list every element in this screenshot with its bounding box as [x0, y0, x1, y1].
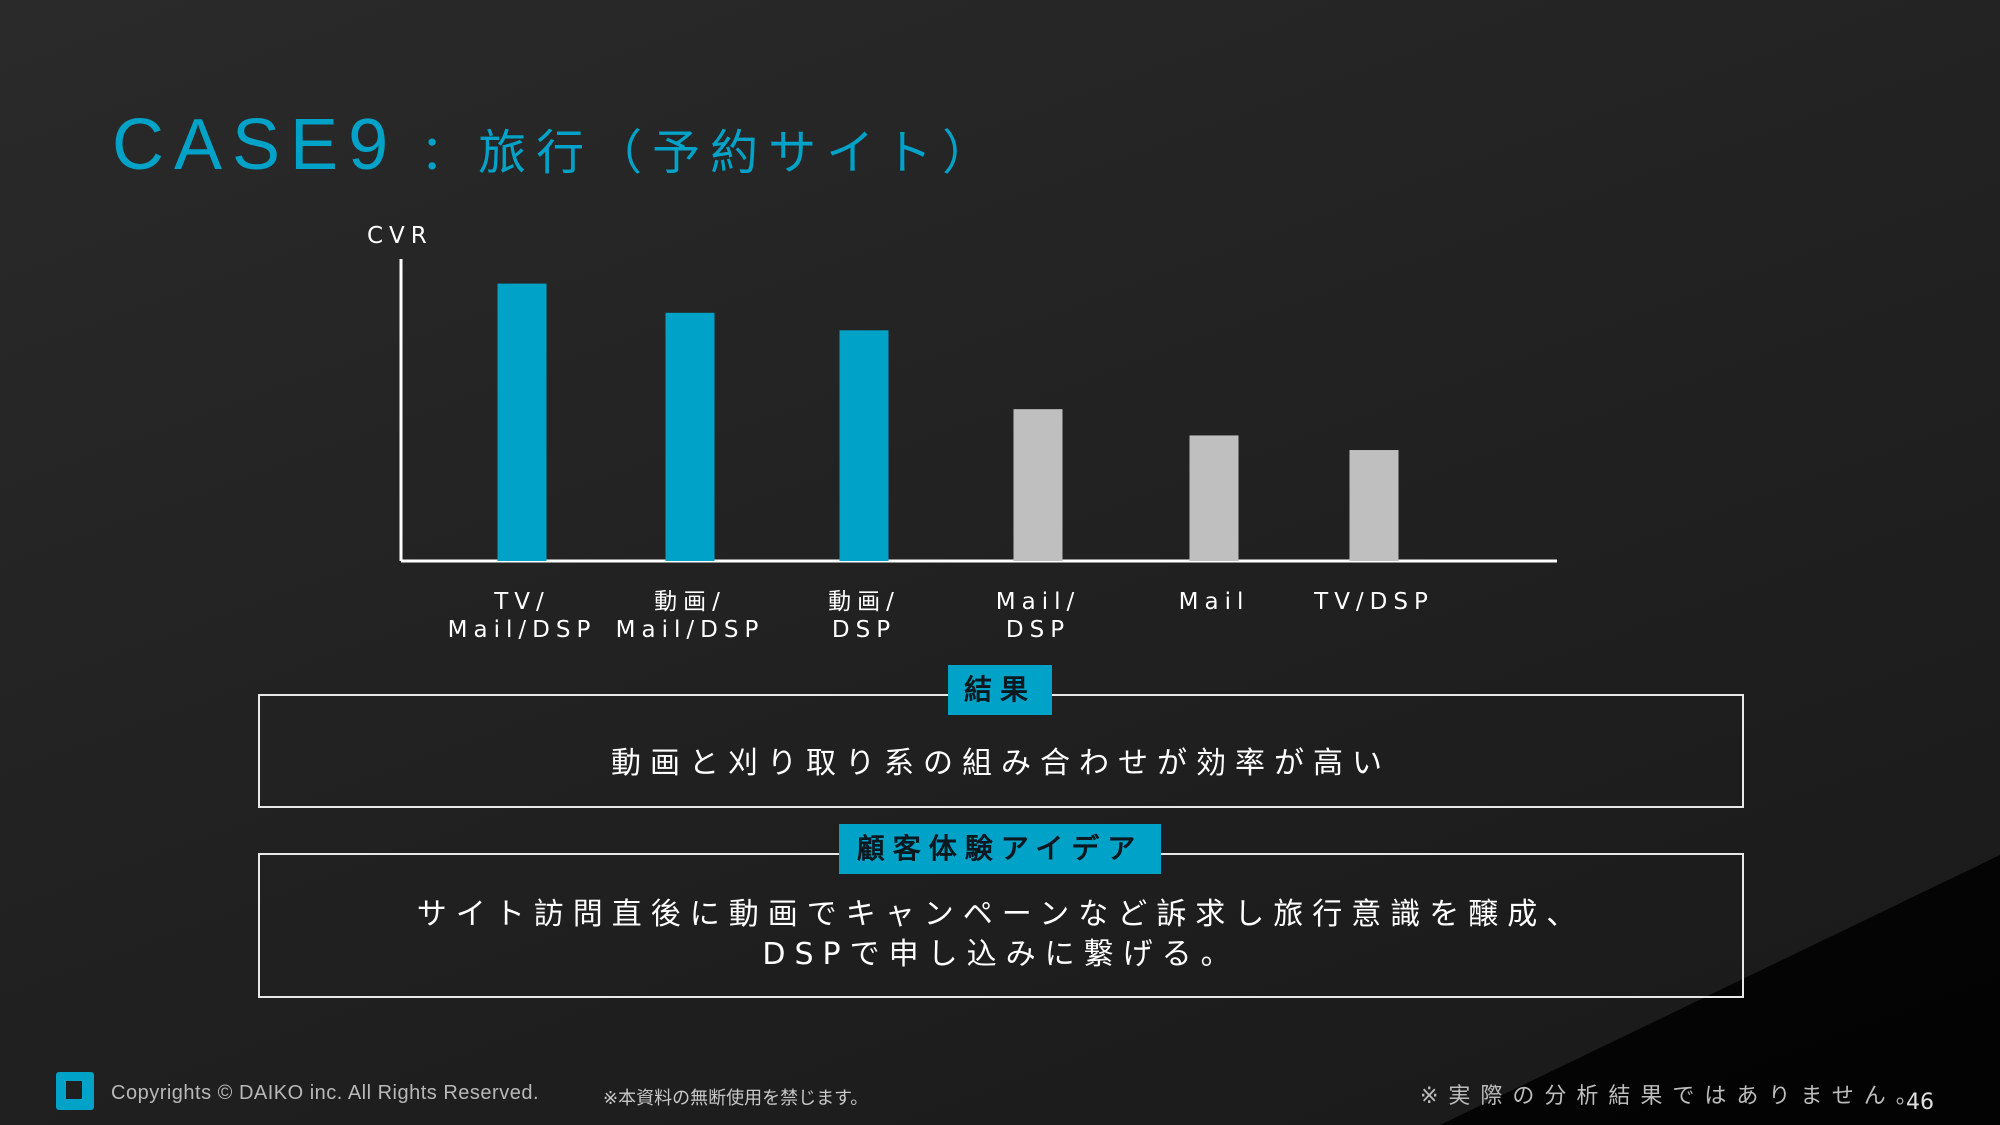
result-tag: 結果 — [948, 665, 1052, 715]
slide-title: CASE9 ：旅行（予約サイト） — [112, 104, 1000, 194]
x-tick-label-1-1: TV/ — [493, 589, 550, 615]
usage-notice: ※本資料の無断使用を禁じます。 — [603, 1088, 869, 1109]
copyright-text: Copyrights © DAIKO inc. All Rights Reser… — [111, 1082, 539, 1104]
x-tick-label-2-1: 動画/ — [654, 589, 726, 615]
daiko-logo-icon — [56, 1072, 94, 1110]
bar-6 — [1349, 450, 1399, 561]
bar-3 — [839, 330, 889, 561]
corner-shade — [1440, 855, 2000, 1125]
x-tick-label-2-2: Mail/DSP — [616, 617, 765, 643]
title-case: CASE9 — [112, 105, 399, 185]
idea-text: サイト訪問直後に動画でキャンペーンなど訴求し旅行意識を醸成、 DSPで申し込みに… — [416, 897, 1586, 972]
x-tick-label-3-2: DSP — [832, 617, 896, 643]
x-tick-label-5-1: Mail — [1179, 589, 1250, 615]
x-tick-label-4-1: Mail/ — [996, 589, 1080, 615]
y-axis-label: CVR — [367, 223, 433, 249]
x-tick-label-1-2: Mail/DSP — [448, 617, 597, 643]
bar-4 — [1013, 409, 1063, 561]
bar-2 — [665, 312, 715, 561]
bar-5 — [1189, 435, 1239, 561]
result-text: 動画と刈り取り系の組み合わせが効率が高い — [611, 746, 1391, 781]
bar-1 — [497, 283, 547, 561]
idea-tag: 顧客体験アイデア — [839, 824, 1161, 874]
disclaimer-text: ※実際の分析結果ではありません。 — [1420, 1084, 1928, 1109]
title-subtitle: ：旅行（予約サイト） — [420, 125, 1001, 181]
x-tick-label-6-1: TV/DSP — [1313, 589, 1434, 615]
idea-box: サイト訪問直後に動画でキャンペーンなど訴求し旅行意識を醸成、 DSPで申し込みに… — [258, 853, 1744, 998]
x-tick-label-4-2: DSP — [1006, 617, 1070, 643]
page-number: 46 — [1906, 1090, 1934, 1115]
bar-chart: CVRTV/Mail/DSP動画/Mail/DSP動画/DSPMail/DSPM… — [367, 223, 1434, 643]
x-tick-label-3-1: 動画/ — [828, 589, 900, 615]
